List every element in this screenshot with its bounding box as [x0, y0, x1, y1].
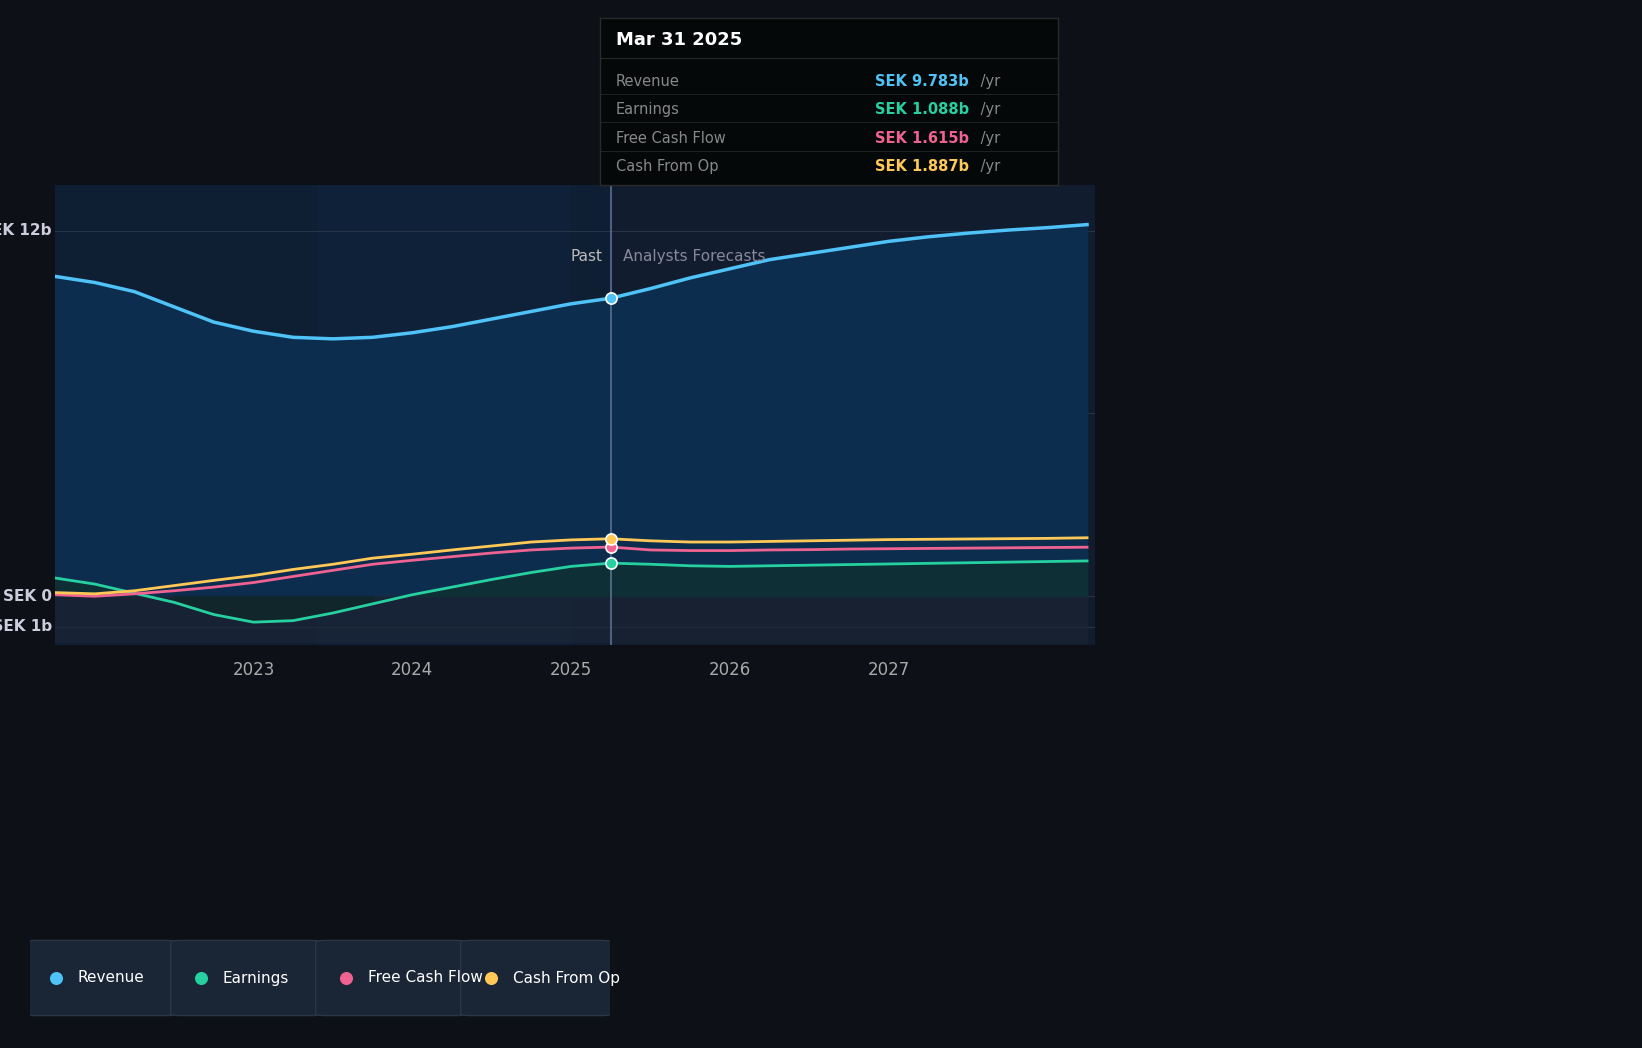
Text: Past: Past: [571, 249, 603, 264]
Text: Mar 31 2025: Mar 31 2025: [616, 30, 742, 48]
FancyBboxPatch shape: [26, 940, 176, 1016]
Text: Free Cash Flow: Free Cash Flow: [616, 131, 726, 146]
Point: [598, 290, 624, 307]
Text: Earnings: Earnings: [223, 970, 289, 985]
Point: [598, 539, 624, 555]
Point: [43, 969, 69, 986]
FancyBboxPatch shape: [461, 940, 611, 1016]
Point: [333, 969, 360, 986]
Point: [187, 969, 213, 986]
FancyBboxPatch shape: [171, 940, 322, 1016]
Text: Revenue: Revenue: [77, 970, 144, 985]
Text: Cash From Op: Cash From Op: [616, 159, 719, 174]
Text: /yr: /yr: [975, 131, 1000, 146]
Bar: [611, 185, 1095, 645]
Text: SEK 9.783b: SEK 9.783b: [875, 74, 969, 89]
Text: Revenue: Revenue: [616, 74, 680, 89]
Text: -SEK 1b: -SEK 1b: [0, 619, 53, 634]
Text: Free Cash Flow: Free Cash Flow: [368, 970, 483, 985]
Text: /yr: /yr: [975, 159, 1000, 174]
Bar: [317, 185, 571, 645]
FancyBboxPatch shape: [315, 940, 466, 1016]
Text: SEK 1.615b: SEK 1.615b: [875, 131, 969, 146]
Point: [598, 554, 624, 571]
Point: [598, 530, 624, 547]
Bar: [54, 185, 611, 645]
Text: SEK 0: SEK 0: [3, 589, 53, 604]
Text: SEK 1.088b: SEK 1.088b: [875, 103, 969, 117]
Text: SEK 12b: SEK 12b: [0, 223, 53, 238]
Text: SEK 1.887b: SEK 1.887b: [875, 159, 969, 174]
Text: /yr: /yr: [975, 103, 1000, 117]
Text: /yr: /yr: [975, 74, 1000, 89]
Point: [478, 969, 504, 986]
Text: Analysts Forecasts: Analysts Forecasts: [624, 249, 765, 264]
Text: Cash From Op: Cash From Op: [512, 970, 619, 985]
Text: Earnings: Earnings: [616, 103, 680, 117]
